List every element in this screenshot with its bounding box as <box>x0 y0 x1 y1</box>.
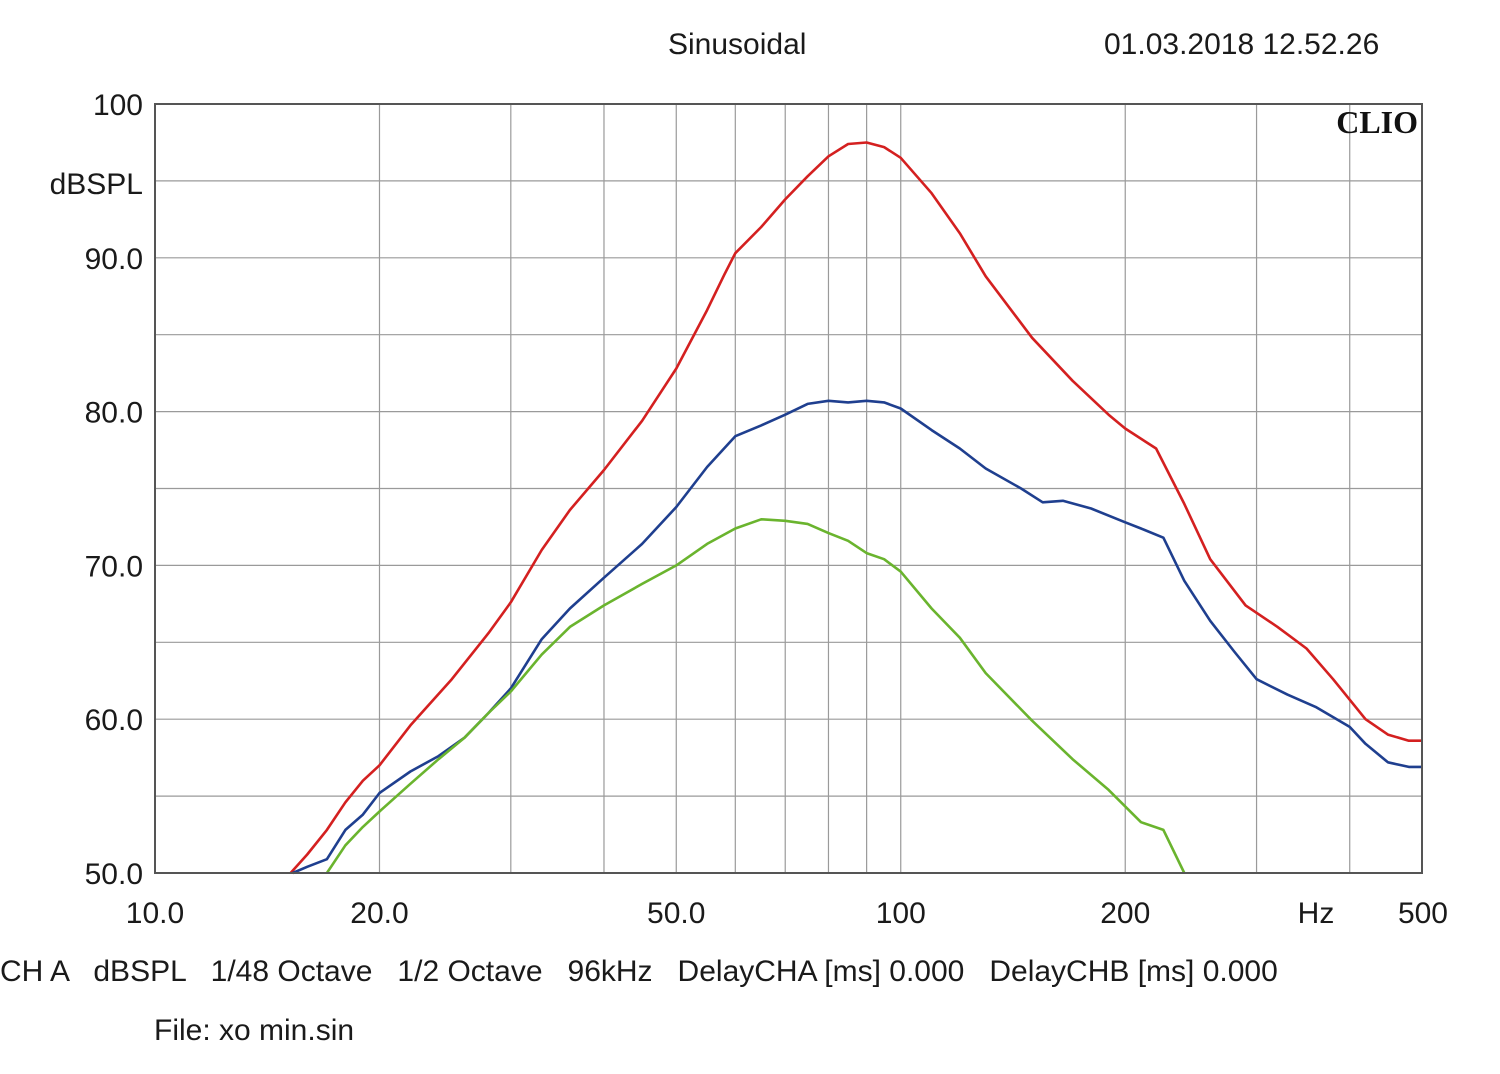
file-name: File: xo min.sin <box>154 1014 355 1047</box>
x-axis-label: Hz <box>1298 897 1335 930</box>
chart-title: Sinusoidal <box>668 28 807 61</box>
y-tick-label: 70.0 <box>85 550 143 583</box>
series-group <box>289 141 1422 875</box>
x-tick-label: 10.0 <box>126 897 184 930</box>
y-tick-label: 90.0 <box>85 243 143 276</box>
y-tick-label: 100 <box>93 89 143 122</box>
y-tick-label: 80.0 <box>85 397 143 430</box>
y-tick-label: 50.0 <box>85 858 143 891</box>
x-tick-label: 50.0 <box>647 897 705 930</box>
series-line-3 <box>325 518 1186 874</box>
x-axis: 10.0 20.0 50.0 100 200 500 <box>126 897 1448 930</box>
timestamp: 01.03.2018 12.52.26 <box>1104 28 1380 61</box>
y-axis: 100 90.0 80.0 70.0 60.0 50.0 <box>85 89 143 891</box>
plot-frame <box>154 103 1423 874</box>
grid <box>155 104 1422 873</box>
settings-line: CH A dBSPL 1/48 Octave 1/2 Octave 96kHz … <box>0 955 1278 988</box>
x-tick-label: 200 <box>1100 897 1150 930</box>
series-line-2 <box>292 399 1422 875</box>
x-tick-label: 100 <box>876 897 926 930</box>
clio-logo: CLIO <box>1336 104 1418 140</box>
x-tick-label: 500 <box>1398 897 1448 930</box>
x-tick-label: 20.0 <box>350 897 408 930</box>
y-axis-label: dBSPL <box>50 168 143 201</box>
y-tick-label: 60.0 <box>85 704 143 737</box>
series-line-1 <box>289 141 1422 874</box>
